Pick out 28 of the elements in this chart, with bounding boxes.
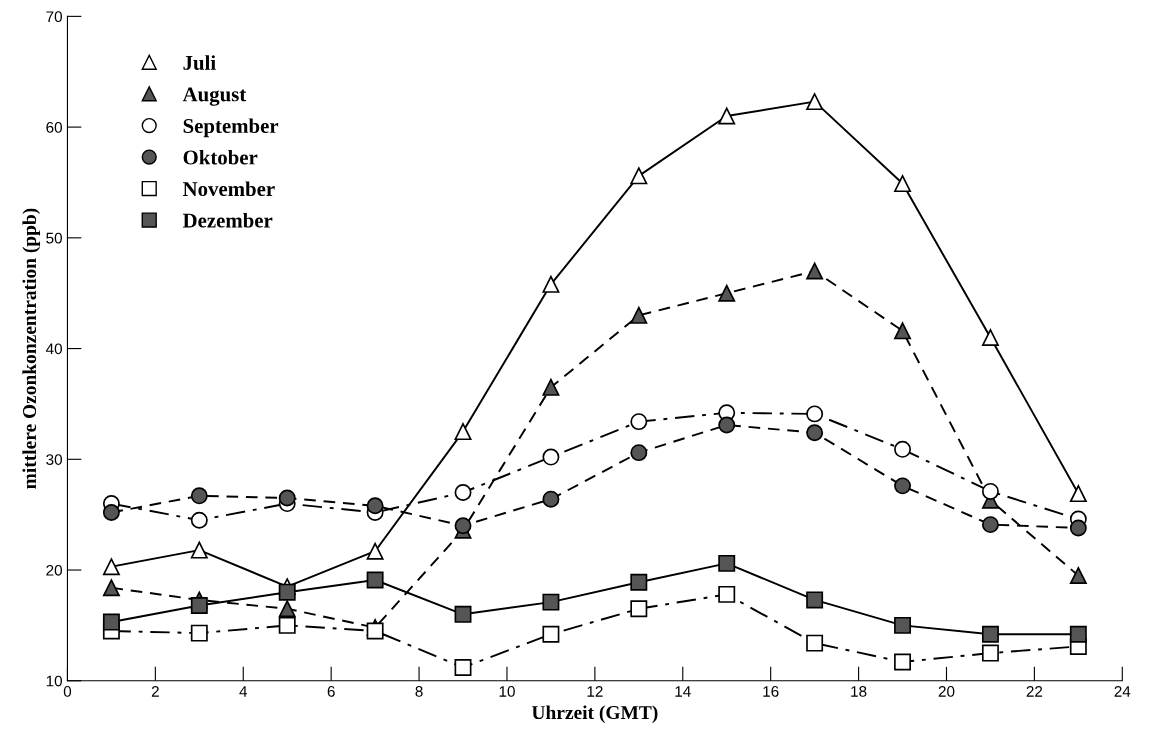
y-tick-label: 50	[46, 232, 62, 244]
x-tick-label: 4	[239, 686, 248, 697]
y-tick-label: 30	[46, 454, 62, 465]
x-tick-label: 6	[327, 686, 335, 697]
x-tick-label: 2	[151, 686, 159, 697]
y-axis-title: mittlere Ozonkonzentration (ppb)	[22, 208, 41, 489]
x-tick-label: 8	[415, 686, 423, 697]
x-tick-label: 22	[1026, 686, 1043, 697]
x-tick-label: 18	[851, 686, 867, 697]
legend-label: August	[182, 87, 247, 106]
x-tick-label: 10	[499, 686, 515, 697]
y-tick-label: 70	[46, 11, 62, 23]
legend-label: Juli	[183, 55, 216, 70]
x-tick-label: 24	[1114, 686, 1131, 697]
y-tick-label: 20	[46, 564, 62, 576]
x-tick-label: 14	[675, 686, 691, 697]
x-tick-label: 0	[63, 686, 72, 697]
y-tick-label: 60	[46, 121, 62, 133]
legend-label: September	[183, 118, 279, 138]
x-tick-label: 16	[763, 686, 779, 697]
y-tick-label: 10	[46, 675, 62, 687]
y-tick-label: 40	[45, 343, 62, 355]
legend-label: Dezember	[182, 212, 273, 228]
legend-label: Oktober	[183, 149, 258, 165]
legend-label: November	[182, 181, 275, 197]
x-tick-label: 12	[587, 686, 603, 697]
x-axis-title: Uhrzeit (GMT)	[531, 705, 658, 724]
x-tick-label: 20	[938, 686, 955, 697]
